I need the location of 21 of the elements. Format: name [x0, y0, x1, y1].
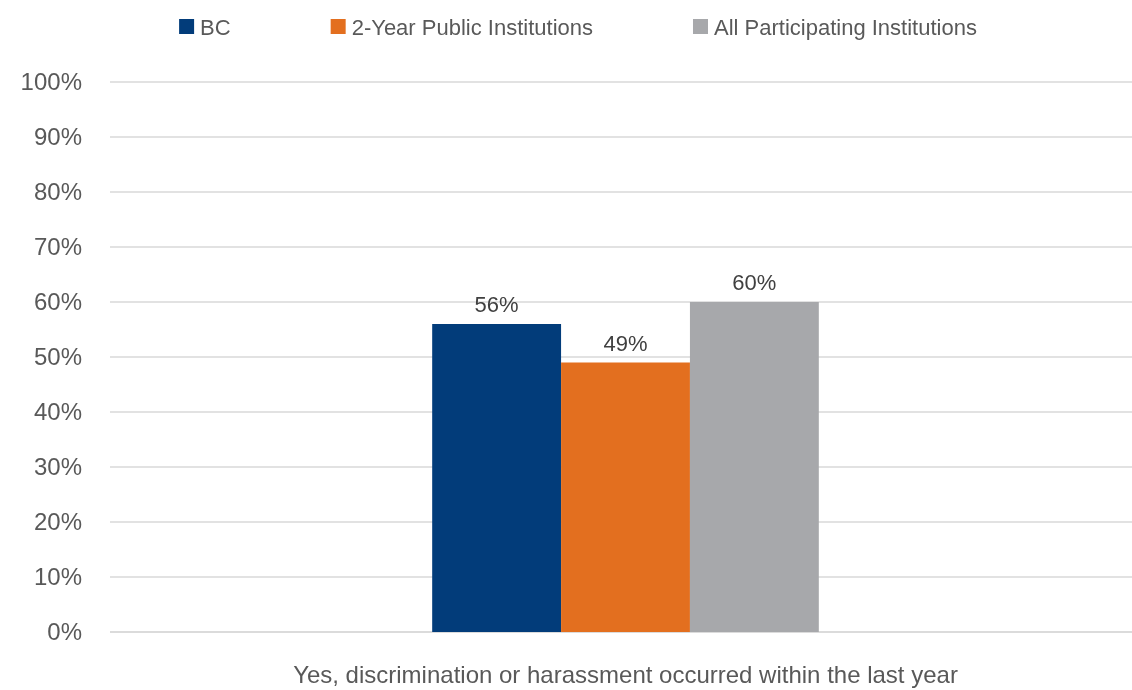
data-label: 49% [603, 330, 648, 356]
y-tick-label: 50% [33, 343, 82, 371]
y-tick-label: 30% [33, 453, 82, 481]
data-label: 56% [474, 292, 519, 317]
y-tick-label: 90% [33, 123, 82, 151]
legend-label: All Participating Institutions [713, 15, 977, 40]
y-tick-label: 80% [33, 178, 82, 206]
bar [561, 362, 690, 632]
y-tick-label: 100% [20, 68, 82, 96]
y-tick-label: 70% [33, 233, 82, 261]
x-tick-label: Yes, discrimination or harassment occurred within the last year [293, 661, 958, 688]
y-tick-label: 40% [33, 398, 82, 426]
y-tick-label: 60% [33, 288, 82, 316]
data-label: 60% [732, 270, 777, 295]
bar [689, 302, 819, 632]
legend-label: BC [200, 15, 231, 40]
legend-label: 2-Year Public Institutions [351, 15, 593, 40]
y-tick-label: 10% [33, 563, 82, 591]
bar [432, 324, 562, 632]
y-tick-label: 20% [33, 508, 82, 536]
y-tick-label: 0% [47, 618, 82, 646]
